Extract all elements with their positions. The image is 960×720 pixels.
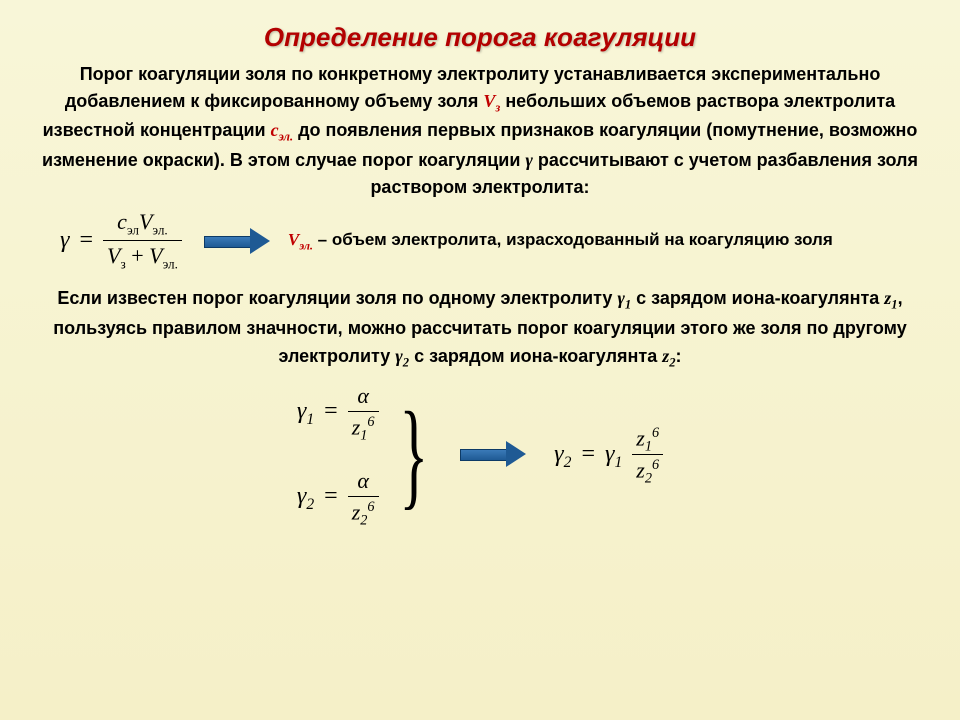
f-eq: = bbox=[79, 227, 93, 254]
slide-title: Определение порога коагуляции bbox=[0, 0, 960, 53]
bottom-formula-group: γ1 = α z16 γ2 = α z26 } γ2 = γ1 z16 z26 bbox=[0, 373, 960, 526]
arrow-icon-2 bbox=[456, 441, 526, 467]
f-lhs: γ bbox=[60, 227, 69, 254]
paragraph-2: Если известен порог коагуляции золя по о… bbox=[0, 273, 960, 373]
symbol-z2: z2 bbox=[662, 346, 675, 366]
formula-column-left: γ1 = α z16 γ2 = α z26 bbox=[297, 383, 379, 526]
formula-row-1: γ = cэлVэл. Vз + Vэл. Vэл. – объем элект… bbox=[0, 201, 960, 273]
formula-gamma-main: γ = cэлVэл. Vз + Vэл. bbox=[60, 209, 182, 273]
symbol-c-el: сэл. bbox=[271, 120, 294, 140]
p2-text-d: с зарядом иона-коагулянта bbox=[409, 346, 662, 366]
formula-result: γ2 = γ1 z16 z26 bbox=[554, 425, 663, 483]
f-numerator: cэлVэл. bbox=[113, 209, 172, 240]
formula-gamma2: γ2 = α z26 bbox=[297, 468, 379, 525]
p2-text-b: с зарядом иона-коагулянта bbox=[631, 288, 884, 308]
paragraph-1: Порог коагуляции золя по конкретному эле… bbox=[0, 53, 960, 201]
explain-text: – объем электролита, израсходованный на … bbox=[313, 230, 833, 249]
brace-icon: } bbox=[399, 406, 428, 502]
f-denominator: Vз + Vэл. bbox=[103, 240, 182, 272]
arrow-icon bbox=[200, 228, 270, 254]
p2-text-e: : bbox=[676, 346, 682, 366]
symbol-gamma2: γ2 bbox=[395, 346, 409, 366]
symbol-v-el: Vэл. bbox=[288, 230, 313, 249]
f-fraction: cэлVэл. Vз + Vэл. bbox=[103, 209, 182, 273]
symbol-z1: z1 bbox=[884, 288, 897, 308]
formula-gamma1: γ1 = α z16 bbox=[297, 383, 379, 440]
symbol-gamma: γ bbox=[525, 150, 533, 170]
p2-text-a: Если известен порог коагуляции золя по о… bbox=[57, 288, 617, 308]
symbol-gamma1: γ1 bbox=[617, 288, 631, 308]
formula-explanation: Vэл. – объем электролита, израсходованны… bbox=[288, 228, 833, 254]
symbol-vz: Vз bbox=[483, 91, 500, 111]
